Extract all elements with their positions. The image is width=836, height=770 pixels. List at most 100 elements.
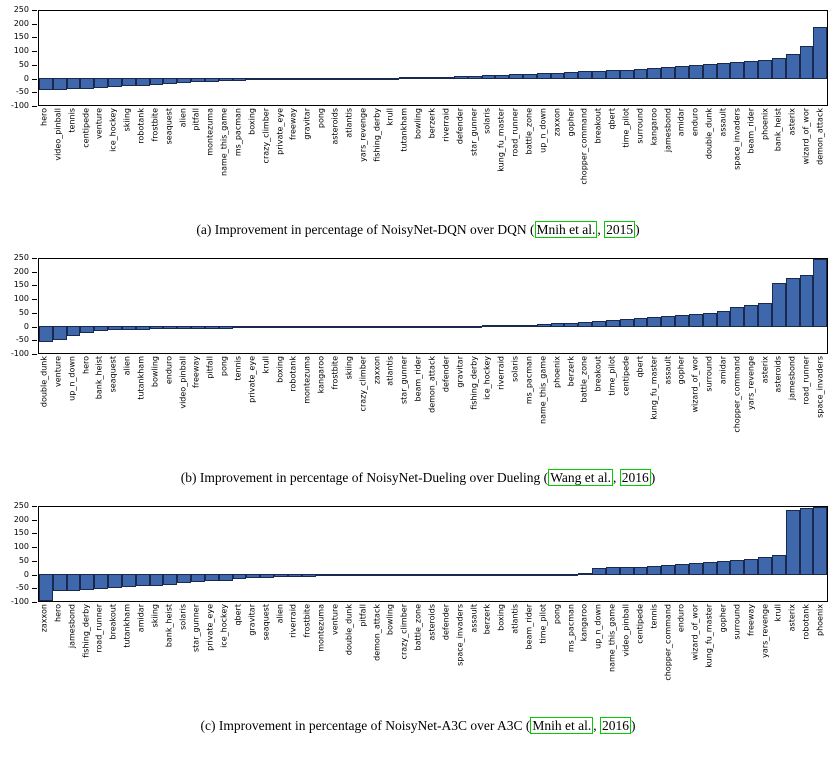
x-tick-name_this_game: name_this_game [218,108,232,214]
bar-rect [412,77,427,80]
x-tick-label: gopher [677,356,687,385]
x-tick-hero: hero [52,604,66,710]
x-tick-label: surround [732,604,742,640]
bar-rect [633,318,648,328]
x-tick-star_gunner: star_gunner [398,356,412,462]
bar-battle_zone [412,507,427,601]
bar-battle_zone [522,11,537,105]
x-tick-seaquest: seaquest [163,108,177,214]
x-tick-label: riverraid [496,356,506,390]
bar-rect [301,78,316,81]
x-tick-label: tennis [67,108,77,133]
bar-enduro [688,11,703,105]
bar-rect [633,68,648,80]
x-tick-label: ice_hockey [219,604,229,648]
x-tick-label: fishing_derby [372,108,382,162]
bar-rect [260,78,275,81]
caption-separator: , [593,718,601,733]
bar-hero [39,11,53,105]
bar-surround [633,11,648,105]
x-tick-label: private_eye [275,108,285,155]
x-tick-label: breakout [108,604,118,640]
citation-year-link[interactable]: 2016 [600,717,632,734]
x-tick-bowling: bowling [412,108,426,214]
x-tick-breakout: breakout [592,356,606,462]
bar-yars_revenge [758,507,772,601]
citation-author-link[interactable]: Wang et al. [548,469,613,486]
x-tick-label: private_eye [205,604,215,651]
y-tick-label: 50 [18,555,38,565]
x-tick-label: boxing [247,108,257,135]
bar-rect [702,312,717,328]
x-tick-label: demon_attack [815,108,825,165]
x-tick-venture: venture [93,108,107,214]
bar-montezuma [315,507,330,601]
x-tick-label: crazy_climber [261,108,271,164]
bar-rect [329,78,344,81]
bar-defender [440,259,454,353]
bar-rect [370,574,385,577]
bar-rect [260,326,275,329]
bar-venture [52,259,67,353]
bar-rect [592,70,606,80]
bar-chopper_command [578,11,593,105]
bar-riverraid [440,11,454,105]
bar-breakout [592,259,606,353]
bar-road_runner [509,11,523,105]
x-tick-frostbite: frostbite [329,356,343,462]
x-tick-label: ice_hockey [108,108,118,152]
bar-pong [550,507,565,601]
y-axis-a: 250 200 150 100 50 0 -50 -100 [8,6,38,110]
y-tick-label: 200 [13,266,38,276]
citation-author-link[interactable]: Mnih et al. [530,717,594,734]
bar-atlantis [509,507,523,601]
x-tick-label: phoenix [552,356,562,388]
x-tick-label: jamesbond [663,108,673,153]
bar-fishing_derby [467,259,482,353]
bar-rect [758,303,772,328]
x-tick-label: assault [469,604,479,633]
bar-rect [481,75,496,80]
y-tick-label: 150 [13,32,38,42]
x-tick-label: phoenix [815,604,825,636]
x-tick-tennis: tennis [66,108,80,214]
bar-ice_hockey [108,11,122,105]
x-tick-label: gravitar [302,108,312,140]
x-tick-star_gunner: star_gunner [190,604,204,710]
bar-rect [108,326,122,331]
bar-rect [799,45,814,80]
x-tick-fishing_derby: fishing_derby [371,108,385,214]
x-tick-amidar: amidar [717,356,731,462]
x-tick-label: asterix [787,604,797,632]
x-tick-label: gopher [566,108,576,137]
x-tick-seaquest: seaquest [260,604,274,710]
bar-rect [135,326,150,330]
bar-rect [163,78,178,84]
x-tick-label: asterix [760,356,770,384]
citation-author-link[interactable]: Mnih et al. [534,221,598,238]
x-tick-battle_zone: battle_zone [523,108,537,214]
x-tick-label: amidar [718,356,728,385]
x-tick-label: up_n_down [538,108,548,153]
bar-gravitar [453,259,468,353]
x-tick-label: centipede [621,356,631,396]
x-tick-alien: alien [121,356,135,462]
bar-rect [592,321,606,328]
citation-year-link[interactable]: 2015 [604,221,636,238]
x-tick-label: beam_rider [524,604,534,650]
bar-rect [730,560,745,576]
x-tick-crazy_climber: crazy_climber [398,604,412,710]
bar-robotank [799,507,814,601]
bar-rect [39,78,53,91]
bar-ms_pacman [522,259,537,353]
x-tick-label: riverraid [441,108,451,142]
bar-rect [702,64,717,80]
x-tick-label: bank_heist [164,604,174,648]
chart-c: 250 200 150 100 50 0 -50 -100 zaxxon hero jamesbo… [8,502,828,710]
x-tick-video_pinball: video_pinball [620,604,634,710]
x-tick-label: kangaroo [580,604,590,642]
x-tick-label: video_pinball [178,356,188,409]
citation-year-link[interactable]: 2016 [619,469,651,486]
x-tick-label: bowling [386,604,396,636]
bar-montezuma [301,259,316,353]
